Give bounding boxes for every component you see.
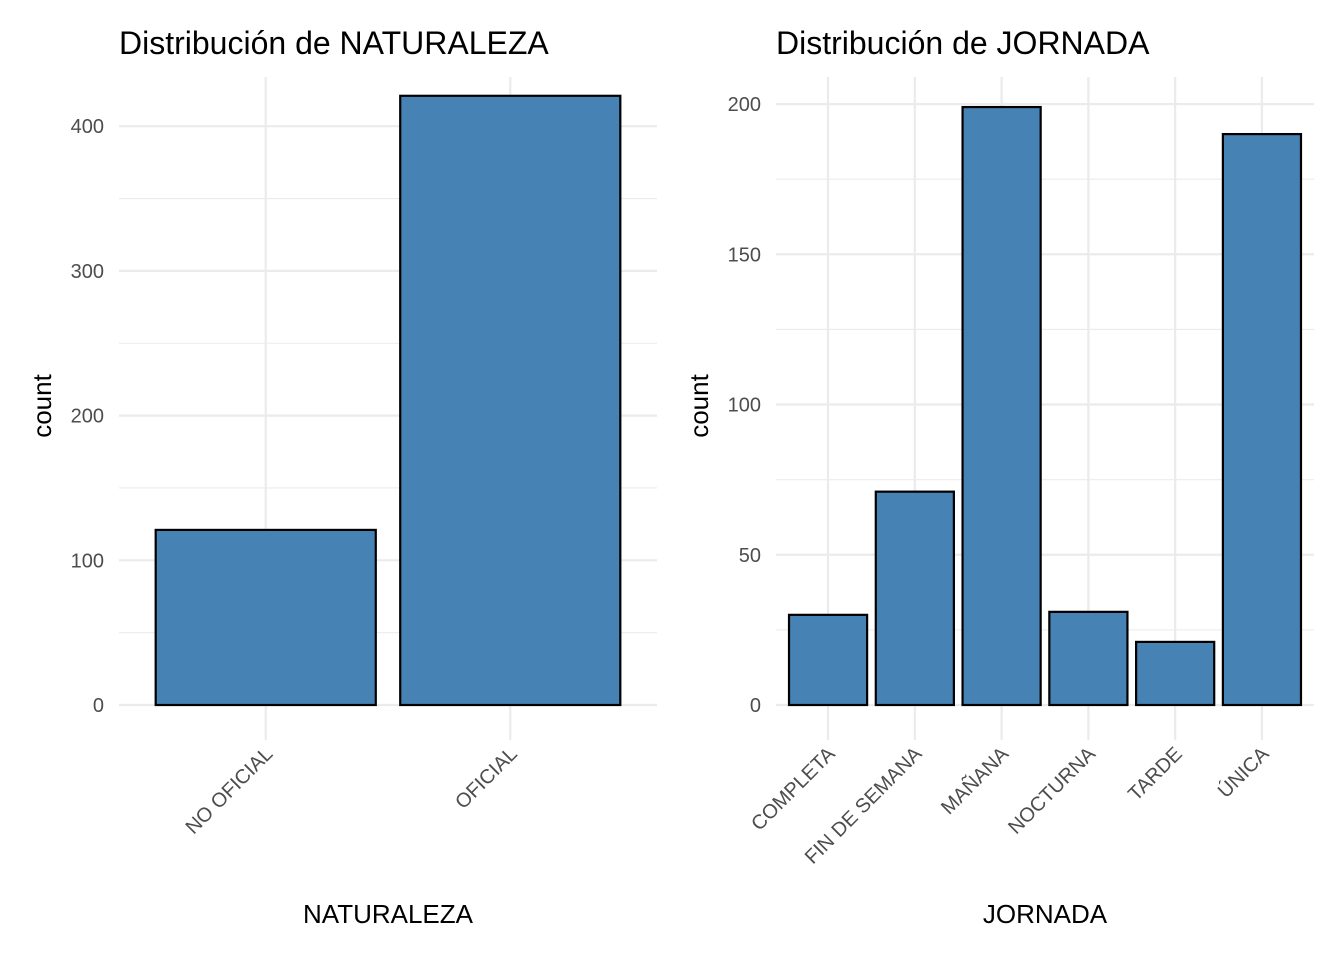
bar: [399, 94, 622, 707]
y-tick-label: 0: [93, 695, 104, 717]
y-tick-label: 50: [739, 545, 761, 567]
y-tick-labels: 0 50 100 150 200: [728, 94, 761, 717]
y-axis-title: count: [27, 373, 57, 437]
x-axis-title: NATURALEZA: [303, 899, 474, 929]
bar: [961, 105, 1042, 707]
x-axis-title: JORNADA: [983, 899, 1108, 929]
chart-title: Distribución de JORNADA: [776, 25, 1150, 61]
chart-title: Distribución de NATURALEZA: [119, 25, 549, 61]
y-tick-label: 200: [71, 406, 104, 428]
bar: [1048, 610, 1129, 707]
y-tick-label: 300: [71, 261, 104, 283]
bars: [787, 105, 1303, 707]
y-tick-label: 100: [71, 550, 104, 572]
y-tick-label: 0: [750, 695, 761, 717]
chart-naturaleza: Distribución de NATURALEZA 0 100 200 300 400…: [27, 25, 657, 929]
bar: [787, 613, 869, 707]
y-tick-labels: 0 100 200 300 400: [71, 116, 104, 717]
bar: [874, 490, 955, 707]
y-tick-label: 100: [728, 395, 761, 417]
bar: [1221, 132, 1303, 707]
bars: [154, 94, 622, 707]
y-tick-label: 200: [728, 94, 761, 116]
y-tick-label: 400: [71, 116, 104, 138]
bar: [1135, 640, 1216, 707]
bar: [154, 528, 377, 707]
y-axis-title: count: [684, 373, 714, 437]
y-tick-label: 150: [728, 244, 761, 266]
